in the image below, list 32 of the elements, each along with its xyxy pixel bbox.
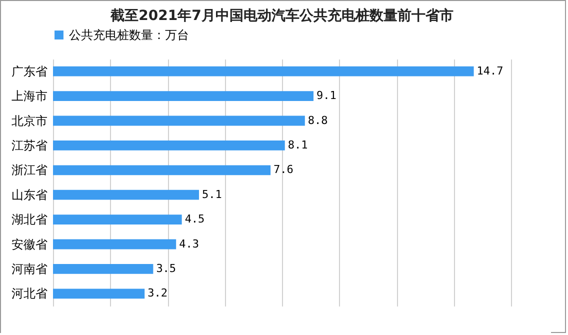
data-label: 7.6 [274,163,294,176]
bar [53,264,154,274]
data-label: 8.8 [308,114,328,127]
bar [53,165,271,176]
chart-title: 截至2021年7月中国电动汽车公共充电桩数量前十省市 [110,7,454,24]
data-label: 9.1 [316,89,336,102]
bar [53,288,145,299]
bar [53,91,314,101]
y-tick-label: 安徽省 [12,237,48,252]
data-label: 5.1 [202,188,222,201]
y-tick-label: 河北省 [12,286,48,301]
legend-label: 公共充电桩数量：万台 [69,28,189,42]
data-label: 3.5 [156,262,176,275]
bar [53,214,182,224]
bar [53,190,199,200]
bar [53,116,305,126]
data-label: 8.1 [288,138,308,152]
data-label: 4.5 [184,212,205,226]
y-tick-label: 上海市 [12,89,48,104]
data-label: 4.3 [179,237,199,250]
y-tick-label: 北京市 [12,114,48,128]
data-label: 14.7 [476,64,504,78]
y-tick-label: 河南省 [12,262,48,276]
y-tick-label: 江苏省 [12,138,48,152]
y-tick-label: 湖北省 [12,212,48,227]
data-label: 3.2 [148,286,168,300]
y-tick-label: 山东省 [12,188,48,202]
bar [53,66,474,76]
y-tick-label: 浙江省 [12,163,48,178]
bar [53,140,285,150]
y-tick-label: 广东省 [12,64,48,78]
bar [53,239,176,250]
